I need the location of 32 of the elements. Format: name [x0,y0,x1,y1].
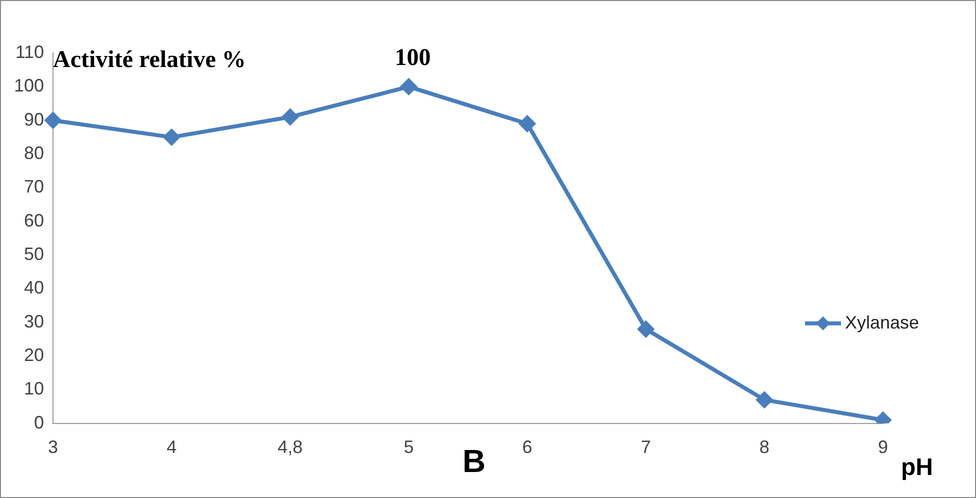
point [164,129,180,146]
y-tick-label: 80 [24,142,44,163]
point [519,116,536,132]
y-tick-label: 110 [15,42,44,62]
y-tick-label: 30 [24,311,44,332]
point [45,112,62,128]
y-tick-label: 90 [24,109,44,130]
data-label: 100 [394,44,431,71]
x-tick-label: 4 [166,437,177,458]
point [400,78,417,95]
x-tick-label: 8 [759,437,770,458]
text: B [462,443,486,480]
x-tick-label: 5 [404,437,414,458]
legend-label: Xylanase [845,312,920,332]
point [638,321,654,338]
y-tick-label: 100 [14,76,44,96]
point [756,392,772,408]
x-tick-label: 7 [640,437,651,458]
x-tick-label: 3 [48,437,58,458]
y-axis-title: Activité relative % [53,47,246,74]
y-tick-label: 20 [24,345,44,366]
x-tick-label: 6 [522,437,532,458]
y-tick-label: 60 [24,210,44,230]
y-tick-label: 40 [24,278,44,298]
y-tick-label: 0 [34,412,44,432]
point [282,108,298,125]
x-tick-label: 9 [878,437,888,458]
y-tick-label: 50 [24,244,44,264]
x-axis-title: pH [901,454,933,482]
y-tick-label: 10 [24,378,44,399]
x-tick-label: 4,8 [278,437,303,458]
y-tick-label: 70 [24,176,44,197]
